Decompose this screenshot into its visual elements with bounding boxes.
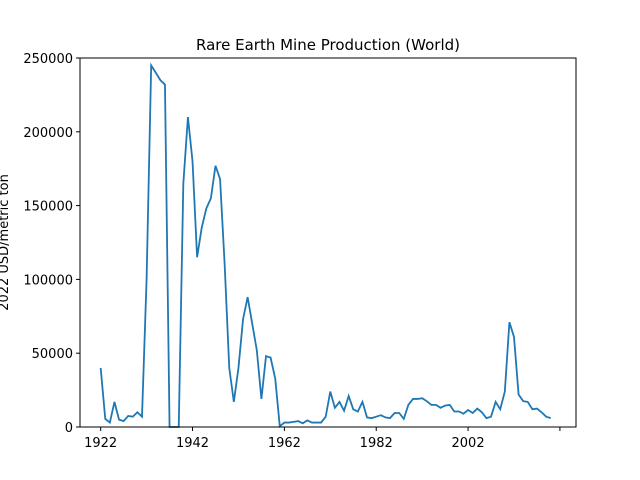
plot-area: [99, 62, 552, 429]
y-tick-label: 250000: [23, 52, 73, 67]
x-tick-label: 1922: [84, 436, 117, 451]
axis-ticks: 1922 1942 1962 1982 2002 0 50000 100000 150000 20…: [23, 52, 561, 451]
y-tick-label: 100000: [23, 273, 73, 288]
x-tick-label: 2002: [452, 436, 485, 451]
x-tick-label: 1962: [268, 436, 301, 451]
x-tick-label: 1942: [176, 436, 209, 451]
y-axis-label: 2022 USD/metric ton: [0, 174, 12, 311]
y-tick-label: 200000: [23, 126, 73, 141]
series-line: [99, 62, 552, 429]
y-tick-label: 0: [65, 421, 73, 436]
plot-frame: [79, 57, 577, 428]
x-tick-label: 1982: [360, 436, 393, 451]
y-tick-label: 150000: [23, 200, 73, 215]
y-tick-label: 50000: [32, 347, 73, 362]
chart-title: Rare Earth Mine Production (World): [196, 36, 460, 54]
